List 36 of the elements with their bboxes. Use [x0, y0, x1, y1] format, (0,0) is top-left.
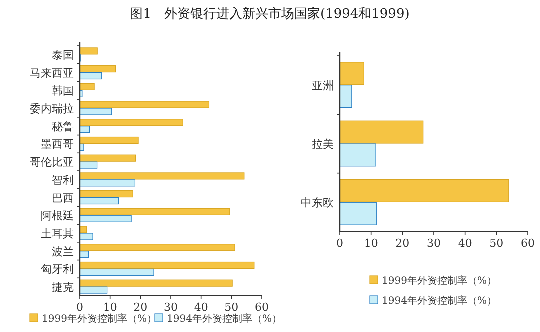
- y-tick-label: 亚洲: [312, 79, 334, 92]
- x-tick-label: 20: [134, 301, 148, 314]
- y-tick-label: 泰国: [52, 48, 74, 62]
- y-tick-label: 哥伦比亚: [30, 156, 74, 170]
- y-tick-label: 拉美: [312, 138, 334, 151]
- y-tick-label: 波兰: [52, 245, 74, 258]
- x-tick-label: 10: [103, 301, 118, 314]
- legend-label: 1994年外资控制率（%）: [167, 313, 282, 325]
- y-tick-label: 秘鲁: [52, 120, 74, 134]
- y-tick-label: 阿根廷: [41, 210, 74, 223]
- x-tick-label: 30: [164, 301, 178, 314]
- x-tick-label: 60: [521, 237, 535, 250]
- x-tick-label: 10: [364, 237, 378, 250]
- y-tick-label: 马来西亚: [30, 66, 74, 80]
- x-tick-label: 30: [427, 237, 441, 250]
- y-tick-label: 匈牙利: [41, 263, 74, 276]
- x-tick-label: 0: [336, 237, 344, 250]
- x-tick-label: 40: [458, 237, 472, 250]
- y-tick-label: 土耳其: [41, 228, 74, 240]
- chart-title: 图1 外资银行进入新兴市场国家(1994和1999): [130, 6, 410, 22]
- x-tick-label: 20: [396, 237, 410, 250]
- x-tick-label: 50: [490, 237, 504, 250]
- y-tick-label: 委内瑞拉: [30, 102, 74, 116]
- y-tick-label: 中东欧: [301, 196, 334, 210]
- legend-label: 1999年外资控制率（%）: [42, 313, 157, 325]
- y-tick-label: 巴西: [52, 192, 74, 205]
- x-tick-label: 0: [76, 301, 84, 314]
- x-tick-label: 40: [194, 301, 208, 314]
- legend-label: 1994年外资控制率（%）: [382, 295, 497, 307]
- x-tick-label: 50: [224, 301, 239, 314]
- legend-label: 1999年外资控制率（%）: [382, 275, 497, 287]
- y-tick-label: 智利: [52, 174, 74, 187]
- y-tick-label: 韩国: [52, 84, 74, 98]
- y-tick-label: 捷克: [52, 281, 74, 294]
- x-tick-label: 60: [255, 301, 269, 314]
- y-tick-label: 墨西哥: [41, 138, 74, 152]
